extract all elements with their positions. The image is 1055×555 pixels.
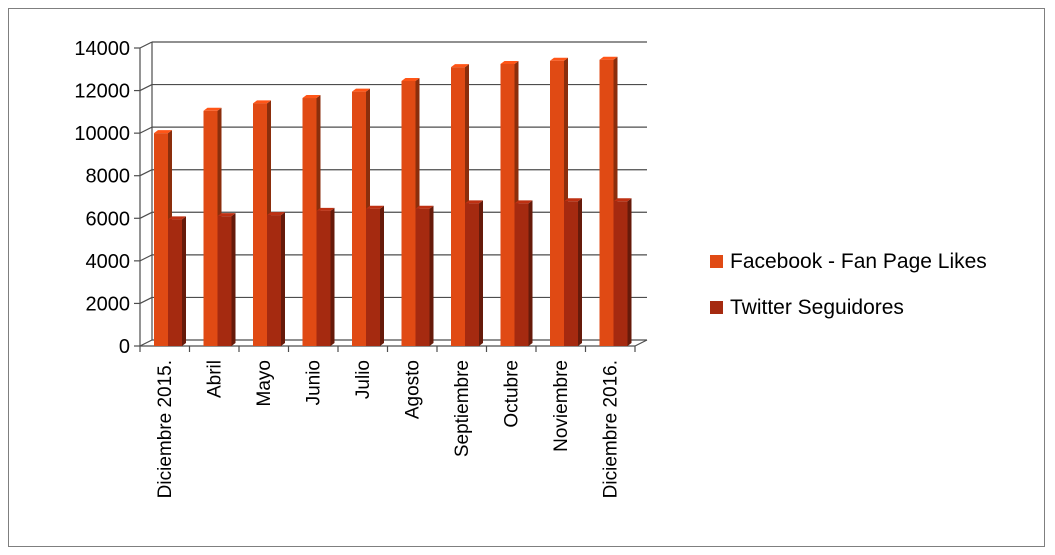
bars (154, 56, 632, 347)
x-tick-label: Junio (303, 360, 324, 405)
y-axis-ticks: 0 2000 4000 6000 8000 10000 12000 14000 (74, 38, 130, 358)
bar-front (465, 203, 479, 346)
bar-top (217, 213, 236, 217)
bar-front (613, 201, 628, 346)
bar-top (302, 95, 321, 99)
bar (564, 198, 582, 346)
bar-front (451, 67, 465, 347)
x-tick-label: Abril (204, 360, 225, 398)
bar-top (599, 56, 618, 60)
bar-front (599, 59, 614, 346)
x-tick-label: Mayo (254, 360, 275, 406)
floor-edge (634, 339, 648, 347)
bar-side (479, 200, 483, 346)
gridline-depth (139, 296, 153, 304)
bar-top (465, 200, 483, 204)
bar-front (415, 208, 430, 346)
bar-side (627, 198, 632, 346)
bar (267, 212, 285, 346)
bar-side (281, 212, 285, 346)
gridline-depth (139, 254, 153, 262)
bar-front (302, 98, 317, 347)
bar-side (380, 205, 384, 346)
legend-label: Facebook - Fan Page Likes (730, 250, 987, 273)
bar-side (330, 207, 335, 346)
bar-top (564, 198, 582, 202)
bar-top (154, 130, 172, 134)
bar-front (217, 216, 232, 346)
bar-top (613, 198, 632, 202)
x-tick-label: Diciembre 2016. (600, 360, 621, 498)
bar-front (352, 91, 366, 346)
y-tick-label: 8000 (86, 166, 131, 188)
bar-top (401, 77, 420, 81)
x-tick-label: Noviembre (551, 360, 572, 452)
bar (168, 216, 186, 346)
gridline-depth (139, 84, 153, 92)
y-tick-label: 2000 (86, 293, 131, 315)
gridline-depth (139, 126, 153, 134)
legend: Facebook - Fan Page Likes Twitter Seguido… (710, 250, 987, 319)
x-axis-categories: Diciembre 2015. Abril Mayo Junio Julio Agosto… (155, 360, 622, 498)
bar-top (500, 60, 519, 64)
bar-top (514, 200, 533, 204)
gridline-depth (139, 41, 153, 49)
bar-front (366, 208, 380, 346)
bar-front (253, 103, 267, 346)
bar-side (528, 200, 533, 346)
bar-top (267, 212, 285, 216)
y-tick-label: 10000 (74, 123, 130, 145)
bar-top (316, 207, 335, 211)
x-tick-label: Octubre (501, 360, 522, 428)
bar-front (564, 201, 578, 346)
bar-top (352, 88, 370, 92)
y-tick-label: 14000 (74, 38, 130, 60)
bar-side (182, 216, 186, 346)
bar-front (514, 203, 529, 346)
bar-top (550, 57, 568, 61)
x-tick-label: Diciembre 2015. (155, 360, 176, 498)
x-tick-label: Julio (353, 360, 374, 399)
bar-front (316, 210, 331, 346)
y-tick-label: 4000 (86, 251, 131, 273)
chart-frame (8, 8, 1045, 547)
bar (217, 213, 236, 346)
bar-top (253, 100, 271, 104)
bar-front (203, 110, 218, 347)
legend-swatch (710, 301, 723, 314)
bar-top (168, 216, 186, 220)
bar (514, 200, 533, 346)
bar-top (451, 64, 469, 68)
bar-front (550, 60, 564, 347)
bar (465, 200, 483, 346)
gridline-depth (139, 339, 153, 347)
bar-side (231, 213, 236, 346)
bar-top (415, 205, 434, 209)
bar-front (168, 219, 182, 346)
bar-side (578, 198, 582, 346)
bar-front (267, 215, 281, 346)
y-tick-label: 12000 (74, 81, 130, 103)
bar-front (401, 80, 416, 346)
y-tick-label: 6000 (86, 208, 131, 230)
bar-front (154, 133, 168, 346)
legend-swatch (710, 255, 723, 268)
bar (316, 207, 335, 346)
legend-label: Twitter Seguidores (730, 296, 904, 319)
bar-top (366, 205, 384, 209)
bar-front (500, 63, 515, 346)
bar (366, 205, 384, 346)
x-tick-label: Septiembre (452, 360, 473, 457)
y-tick-label: 0 (119, 336, 130, 358)
gridline-depth (139, 211, 153, 219)
bar (613, 198, 632, 346)
bar-top (203, 107, 222, 111)
x-tick-label: Agosto (402, 360, 423, 419)
bar-side (429, 205, 434, 346)
gridline-depth (139, 169, 153, 177)
bar (415, 205, 434, 346)
